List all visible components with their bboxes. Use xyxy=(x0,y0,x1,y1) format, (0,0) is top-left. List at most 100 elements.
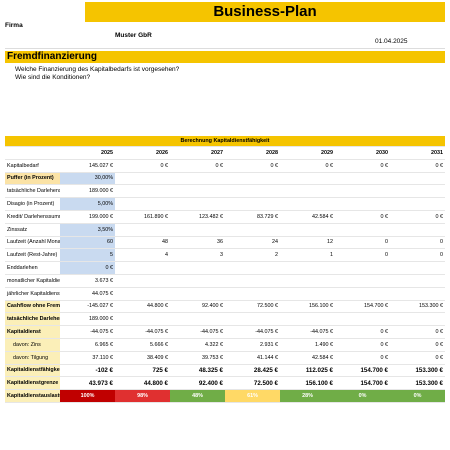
blank xyxy=(335,172,390,186)
cell: 60 xyxy=(60,236,115,250)
cell: 154.700 € xyxy=(335,376,390,391)
cell: 2 xyxy=(225,248,280,263)
cell: 5 xyxy=(60,248,115,263)
company: Muster GbR xyxy=(115,32,152,39)
row: Puffer (in Prozent) 30,00% xyxy=(5,172,445,186)
date: 01.04.2025 xyxy=(375,38,408,45)
blank xyxy=(225,184,280,199)
cell: 5.666 € xyxy=(115,338,170,352)
blank xyxy=(225,274,280,288)
row: Enddarlehen 0 € xyxy=(5,261,445,275)
row: tatsächliche Darlehenssumme189.000 € xyxy=(5,312,445,327)
blank xyxy=(280,184,335,199)
blank xyxy=(390,274,445,288)
cell: 1.490 € xyxy=(280,338,335,352)
row-label: Laufzeit (Rest-Jahre) xyxy=(5,248,60,263)
section-title: Fremdfinanzierung xyxy=(5,51,445,63)
blank xyxy=(170,274,225,288)
year: 2027 xyxy=(170,146,225,160)
blank xyxy=(280,261,335,275)
row-label: Kapitaldienst xyxy=(5,325,60,339)
year: 2029 xyxy=(280,146,335,160)
row: Disagio (in Prozent) 5,00% xyxy=(5,197,445,211)
row: jährlicher Kapitaldienst 44.075 € xyxy=(5,287,445,301)
cell: 44.075 € xyxy=(60,287,115,301)
row-label: Puffer (in Prozent) xyxy=(5,172,60,186)
question: Wie sind die Konditionen? xyxy=(15,74,91,81)
cell: 0 € xyxy=(390,210,445,224)
cell: 12 xyxy=(280,236,335,250)
cell: 72.500 € xyxy=(225,300,280,314)
blank xyxy=(170,184,225,199)
blank xyxy=(280,274,335,288)
cell: 98% xyxy=(115,389,170,403)
cell: 153.300 € xyxy=(390,364,445,378)
cell: 154.700 € xyxy=(335,364,390,378)
blank xyxy=(390,223,445,237)
cell: 6.965 € xyxy=(60,338,115,352)
row-label: tatsächliche Darlehenssumme xyxy=(5,184,60,199)
blank xyxy=(225,172,280,186)
row-label: davon: Tilgung xyxy=(5,351,60,365)
cell: 100% xyxy=(60,389,115,403)
cell: -44.075 € xyxy=(60,325,115,339)
blank xyxy=(390,197,445,211)
year: 2025 xyxy=(60,146,115,160)
cell: 0 € xyxy=(390,159,445,173)
cell: 0 xyxy=(335,236,390,250)
cell: 189.000 € xyxy=(60,184,115,199)
cell: 0 € xyxy=(170,159,225,173)
row: tatsächliche Darlehenssumme189.000 € xyxy=(5,184,445,199)
cell: 0% xyxy=(390,389,445,403)
blank xyxy=(170,197,225,211)
cell: -145.027 € xyxy=(60,300,115,314)
table-title-row: Berechnung Kapitaldienstfähigkeit xyxy=(5,136,445,147)
row: Kapitaldienstauslastung100%98%48%61%28%0… xyxy=(5,389,445,403)
row: Cashflow ohne Fremdfinanzierung-145.027 … xyxy=(5,300,445,314)
blank xyxy=(170,172,225,186)
cell: 0 € xyxy=(335,210,390,224)
blank xyxy=(115,184,170,199)
cell: 0 xyxy=(335,248,390,263)
cell: 61% xyxy=(225,389,280,403)
row: Laufzeit (Rest-Jahre) 5 4 3 2 1 0 0 xyxy=(5,248,445,263)
cell: 42.584 € xyxy=(280,351,335,365)
row-label: Kapitalbedarf xyxy=(5,159,60,173)
row-label: Disagio (in Prozent) xyxy=(5,197,60,211)
title: Business-Plan xyxy=(85,2,445,22)
cell: 153.300 € xyxy=(390,300,445,314)
blank xyxy=(115,172,170,186)
cell: 28% xyxy=(280,389,335,403)
cell: -102 € xyxy=(60,364,115,378)
cell: 92.400 € xyxy=(170,376,225,391)
blank xyxy=(390,184,445,199)
table-title: Berechnung Kapitaldienstfähigkeit xyxy=(5,136,445,147)
cell: -44.075 € xyxy=(170,325,225,339)
blank xyxy=(390,261,445,275)
cell: -44.075 € xyxy=(225,325,280,339)
cell: 4.322 € xyxy=(170,338,225,352)
row-label: tatsächliche Darlehenssumme xyxy=(5,312,60,327)
questions: Welche Finanzierung des Kapitalbedarfs i… xyxy=(5,63,445,136)
cell: 38.409 € xyxy=(115,351,170,365)
blank xyxy=(335,274,390,288)
cell: 0 € xyxy=(335,325,390,339)
row: davon: Zins 6.965 €5.666 €4.322 €2.931 €1… xyxy=(5,338,445,352)
cell: 0% xyxy=(335,389,390,403)
cell: 5,00% xyxy=(60,197,115,211)
table: Berechnung Kapitaldienstfähigkeit 2025 202… xyxy=(5,136,445,403)
row: Kapitaldienstgrenze 43.973 €44.800 €92.40… xyxy=(5,376,445,391)
cell: 92.400 € xyxy=(170,300,225,314)
cell: 72.500 € xyxy=(225,376,280,391)
row-label: Zinssatz xyxy=(5,223,60,237)
cell: 3.673 € xyxy=(60,274,115,288)
cell: 153.300 € xyxy=(390,376,445,391)
blank xyxy=(225,223,280,237)
blank xyxy=(280,312,335,327)
year: 2031 xyxy=(390,146,445,160)
blank xyxy=(115,223,170,237)
blank xyxy=(5,146,60,160)
cell: 0 € xyxy=(225,159,280,173)
cell: 43.973 € xyxy=(60,376,115,391)
cell: 3,50% xyxy=(60,223,115,237)
